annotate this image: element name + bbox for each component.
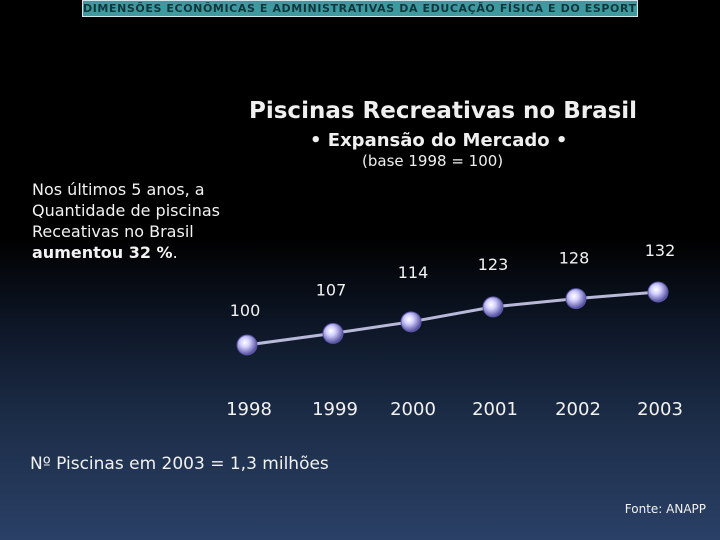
x-tick-1999: 1999 bbox=[312, 399, 358, 420]
growth-note-line-2: Quantidade de piscinas bbox=[32, 201, 220, 220]
chart-base-note: (base 1998 = 100) bbox=[362, 152, 504, 170]
data-label-1998: 100 bbox=[230, 301, 261, 320]
data-point-1998 bbox=[236, 334, 258, 356]
x-tick-2001: 2001 bbox=[472, 399, 518, 420]
data-label-2000: 114 bbox=[398, 263, 429, 282]
data-point-2001 bbox=[482, 296, 504, 318]
data-label-2003: 132 bbox=[645, 241, 676, 260]
series-line bbox=[246, 290, 659, 347]
data-label-2001: 123 bbox=[478, 255, 509, 274]
growth-note-highlight: aumentou 32 % bbox=[32, 243, 173, 262]
data-label-2002: 128 bbox=[559, 249, 590, 268]
growth-note: Nos últimos 5 anos, a Quantidade de pisc… bbox=[32, 179, 220, 263]
x-tick-2003: 2003 bbox=[637, 399, 683, 420]
growth-note-tail: . bbox=[172, 243, 178, 262]
data-point-2000 bbox=[400, 311, 422, 333]
data-markers bbox=[236, 281, 669, 356]
header-banner: DIMENSÕES ECONÔMICAS E ADMINISTRATIVAS D… bbox=[82, 0, 638, 17]
growth-note-line-3: Receativas no Brasil bbox=[32, 222, 194, 241]
chart-subtitle: • Expansão do Mercado • bbox=[310, 130, 568, 151]
x-axis-tick-labels: 1998 1999 2000 2001 2002 2003 bbox=[226, 399, 683, 420]
data-labels: 100 107 114 123 128 132 bbox=[230, 241, 676, 320]
growth-note-line-4: aumentou 32 %. bbox=[32, 242, 220, 263]
growth-note-line-1: Nos últimos 5 anos, a bbox=[32, 180, 205, 199]
x-tick-1998: 1998 bbox=[226, 399, 272, 420]
data-point-1999 bbox=[322, 322, 344, 344]
total-pools-note: Nº Piscinas em 2003 = 1,3 milhões bbox=[30, 454, 329, 474]
x-tick-2000: 2000 bbox=[390, 399, 436, 420]
source-credit: Fonte: ANAPP bbox=[624, 502, 706, 516]
data-point-2003 bbox=[647, 281, 669, 303]
data-label-1999: 107 bbox=[316, 280, 347, 299]
data-point-2002 bbox=[565, 288, 587, 310]
x-tick-2002: 2002 bbox=[555, 399, 601, 420]
chart-title: Piscinas Recreativas no Brasil bbox=[249, 98, 638, 124]
